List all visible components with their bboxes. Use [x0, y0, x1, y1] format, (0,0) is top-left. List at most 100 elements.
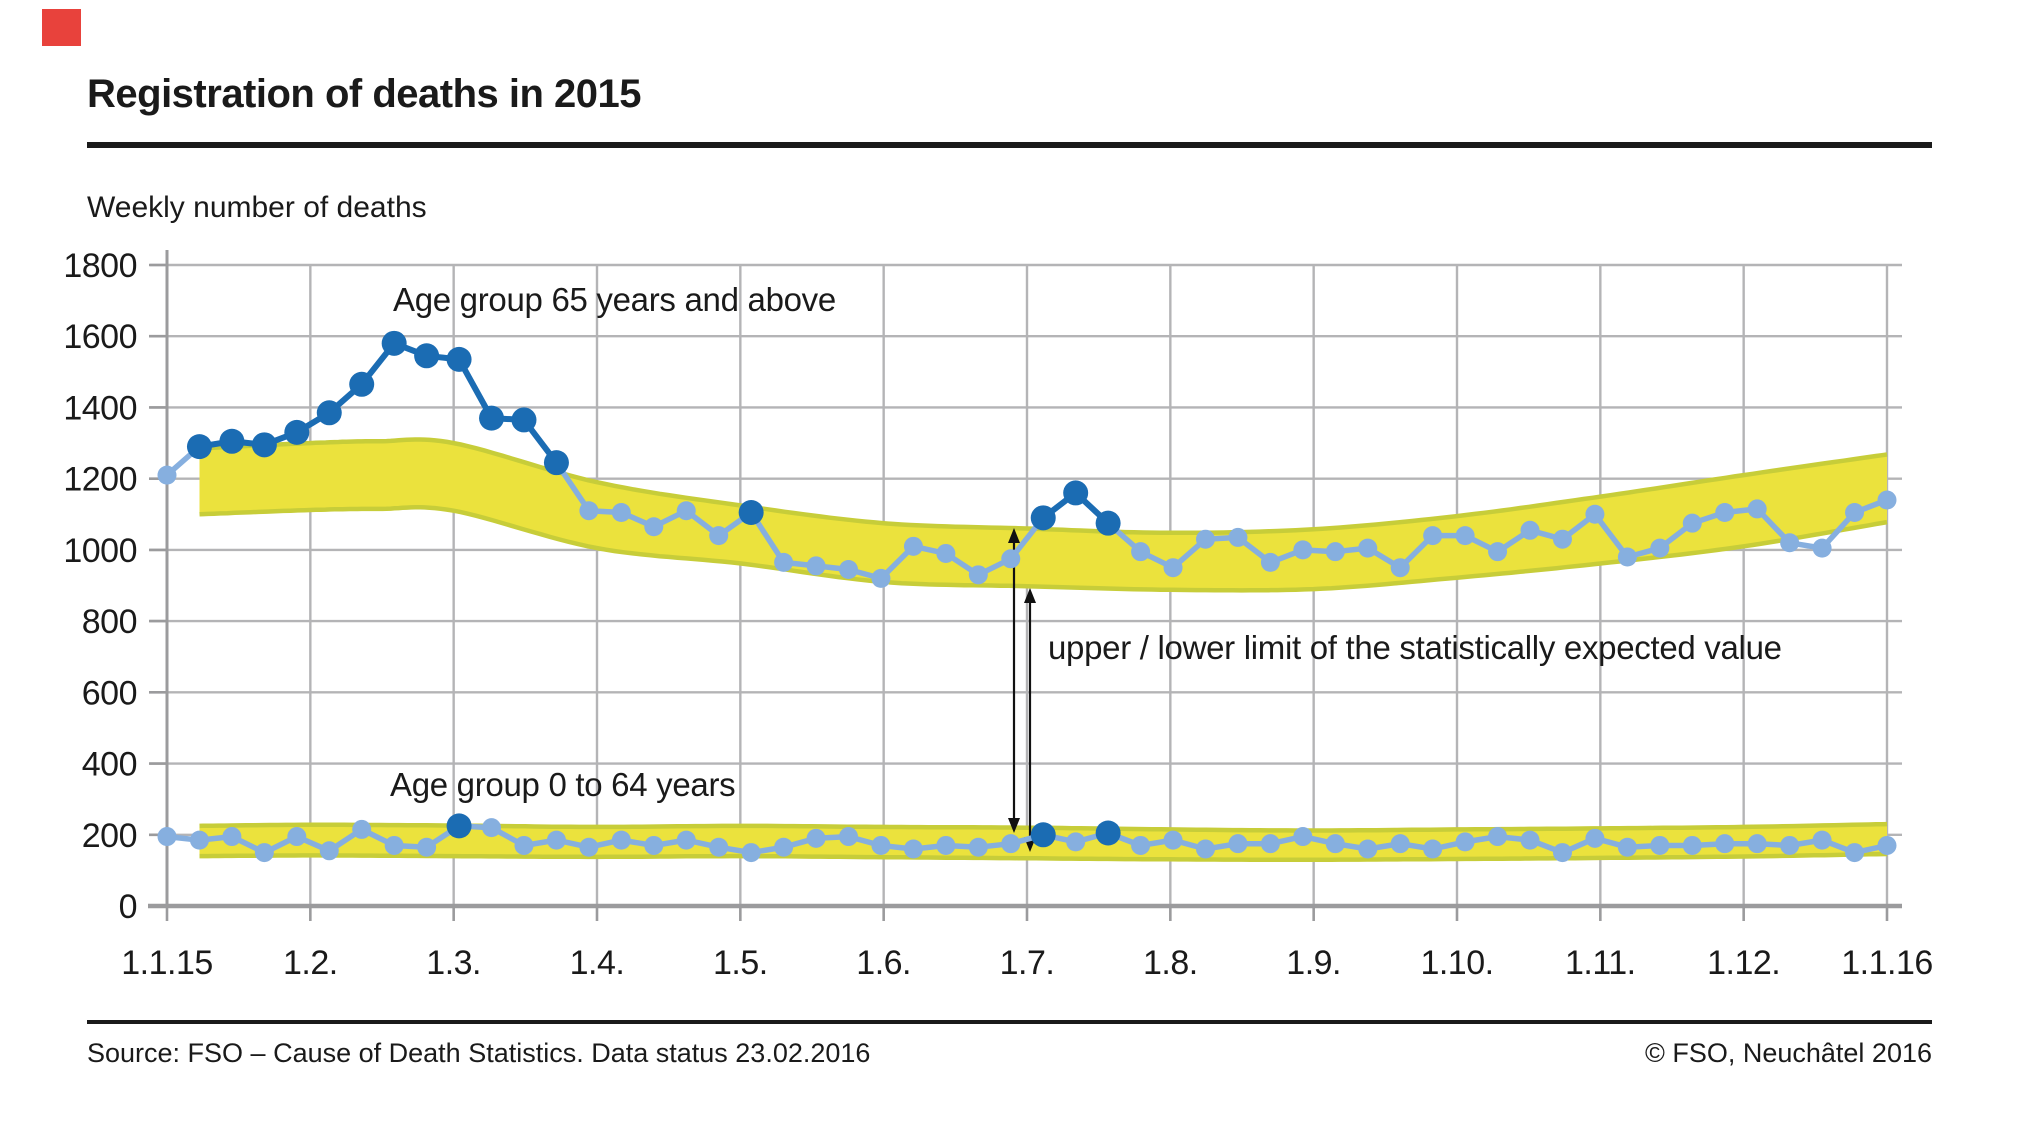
data-point: [1131, 835, 1151, 855]
data-point: [1325, 834, 1345, 854]
band-lower-edge: [199, 505, 1888, 593]
band-upper-edge: [199, 437, 1888, 536]
data-point: [546, 830, 566, 850]
data-point: [222, 827, 242, 847]
y-tick-label: 1600: [63, 318, 137, 356]
data-point: [579, 837, 599, 857]
data-point: [1617, 837, 1637, 857]
y-tick-label: 600: [82, 674, 137, 712]
title-rule: [87, 142, 1932, 148]
data-point: [1845, 502, 1865, 522]
data-point: [1520, 520, 1540, 540]
series-label-0-to-64: Age group 0 to 64 years: [390, 766, 736, 803]
data-point: [1260, 552, 1280, 572]
data-point: [1195, 839, 1215, 859]
data-point-highlight: [1063, 480, 1089, 506]
x-tick-label: 1.7.: [1000, 944, 1055, 982]
data-point: [1358, 538, 1378, 558]
fso-red-square-logo: [42, 9, 81, 46]
data-point-highlight: [186, 434, 212, 460]
x-tick-label: 1.10.: [1420, 944, 1493, 982]
data-point-highlight: [446, 813, 472, 839]
y-tick-label: 400: [82, 746, 137, 784]
x-tick-label: 1.1.15: [121, 944, 213, 982]
data-point: [1552, 843, 1572, 863]
data-point: [319, 841, 339, 861]
expected-range-band: [199, 439, 1887, 591]
x-tick-label: 1.3.: [426, 944, 481, 982]
data-point: [903, 536, 923, 556]
chart-title: Registration of deaths in 2015: [87, 72, 642, 116]
data-point: [774, 837, 794, 857]
data-point-highlight: [251, 432, 277, 458]
y-axis-caption: Weekly number of deaths: [87, 191, 427, 224]
data-point: [968, 837, 988, 857]
data-point: [1877, 490, 1897, 510]
data-point: [1585, 504, 1605, 524]
data-point: [1682, 513, 1702, 533]
data-point: [384, 835, 404, 855]
data-point-highlight: [316, 400, 342, 426]
data-point-highlight: [738, 499, 764, 525]
data-point: [1390, 834, 1410, 854]
x-tick-label: 1.4.: [570, 944, 625, 982]
data-point: [1812, 538, 1832, 558]
data-point: [1066, 832, 1086, 852]
x-tick-label: 1.8.: [1143, 944, 1198, 982]
footer-rule: [87, 1020, 1932, 1024]
y-tick-label: 200: [82, 817, 137, 855]
y-tick-label: 1200: [63, 461, 137, 499]
y-tick-label: 1000: [63, 532, 137, 570]
data-point: [1715, 834, 1735, 854]
data-point: [806, 828, 826, 848]
data-point: [871, 835, 891, 855]
data-point: [1390, 558, 1410, 578]
data-point: [1715, 502, 1735, 522]
data-point: [1455, 526, 1475, 546]
arrowhead-up-icon: [1008, 528, 1020, 543]
data-point-highlight: [414, 343, 440, 369]
data-point-highlight: [1030, 822, 1056, 848]
data-point: [676, 830, 696, 850]
data-point: [871, 568, 891, 588]
data-point: [709, 837, 729, 857]
data-point: [968, 565, 988, 585]
data-point: [644, 517, 664, 537]
data-point: [352, 819, 372, 839]
arrowhead-up-icon: [1024, 588, 1036, 603]
data-point: [1845, 843, 1865, 863]
data-point: [1650, 538, 1670, 558]
data-point: [189, 830, 209, 850]
data-point: [611, 830, 631, 850]
data-point: [1552, 529, 1572, 549]
data-point: [1650, 835, 1670, 855]
data-point: [709, 526, 729, 546]
y-tick-label: 0: [119, 888, 137, 926]
data-point: [1780, 835, 1800, 855]
data-point-highlight: [284, 419, 310, 445]
arrowhead-down-icon: [1008, 818, 1020, 833]
data-point: [157, 827, 177, 847]
data-point: [936, 543, 956, 563]
band-limit-label: upper / lower limit of the statistically…: [1048, 629, 1782, 666]
data-point: [287, 827, 307, 847]
data-point: [1812, 830, 1832, 850]
data-point: [514, 835, 534, 855]
data-point: [611, 502, 631, 522]
data-point: [1260, 834, 1280, 854]
copyright-note: © FSO, Neuchâtel 2016: [1644, 1038, 1932, 1068]
data-point: [1163, 558, 1183, 578]
data-point: [1195, 529, 1215, 549]
data-point-highlight: [1030, 505, 1056, 531]
x-tick-label: 1.11.: [1565, 944, 1636, 982]
data-point: [1585, 828, 1605, 848]
data-point: [1747, 834, 1767, 854]
y-tick-label: 1400: [63, 389, 137, 427]
data-point: [157, 465, 177, 485]
data-point: [254, 843, 274, 863]
y-tick-label: 800: [82, 603, 137, 641]
data-point-highlight: [219, 428, 245, 454]
data-point: [1325, 542, 1345, 562]
series-label-65-and-above: Age group 65 years and above: [393, 281, 836, 318]
